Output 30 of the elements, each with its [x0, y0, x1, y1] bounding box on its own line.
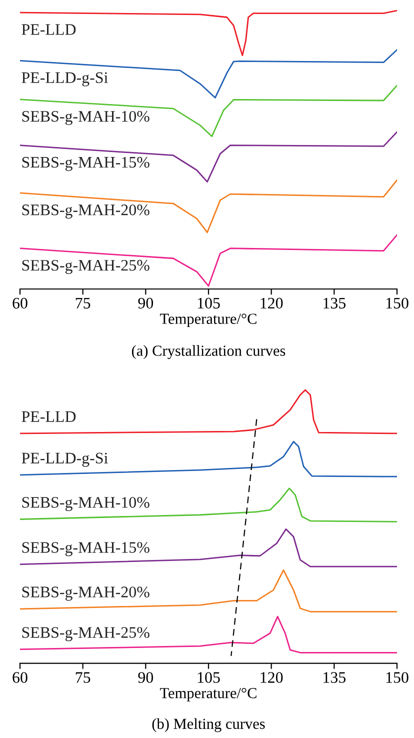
x-tick-label: 135	[324, 672, 346, 683]
x-tick-label: 60	[12, 672, 28, 683]
x-tick-label: 120	[260, 298, 283, 309]
series-label: PE-LLD-g-Si	[22, 452, 108, 467]
series-label: SEBS-g-MAH-10%	[22, 496, 150, 512]
text: (b) Melting curves	[152, 718, 265, 732]
x-tick-label: 120	[260, 672, 283, 683]
x-tick-label: 105	[198, 298, 220, 309]
x-tick-label: 75	[76, 298, 90, 309]
series-label: SEBS-g-MAH-15%	[22, 156, 150, 171]
x-axis-title: Temperature/°C	[160, 688, 256, 702]
series-label: PE-LLD	[22, 24, 76, 35]
x-axis-title: Temperature/°C	[160, 314, 256, 328]
series-label: PE-LLD-g-Si	[22, 72, 108, 86]
series-label: PE-LLD	[22, 411, 76, 422]
series-label: SEBS-g-MAH-25%	[22, 260, 150, 274]
text: (a) Crystallization curves	[132, 345, 286, 360]
series-label: SEBS-g-MAH-25%	[22, 627, 150, 642]
x-tick-label: 135	[324, 298, 346, 309]
x-tick-label: 105	[198, 672, 220, 683]
x-tick-label: 90	[138, 298, 154, 309]
series-label: SEBS-g-MAH-20%	[22, 204, 150, 219]
x-tick-label: 150	[386, 672, 408, 683]
series-label: SEBS-g-MAH-20%	[22, 586, 150, 601]
x-tick-label: 75	[76, 672, 90, 683]
series-label: SEBS-g-MAH-15%	[22, 542, 150, 556]
x-tick-label: 150	[386, 298, 408, 309]
x-tick-label: 60	[12, 298, 28, 309]
x-tick-label: 90	[138, 672, 154, 683]
series-label: SEBS-g-MAH-10%	[22, 110, 150, 126]
